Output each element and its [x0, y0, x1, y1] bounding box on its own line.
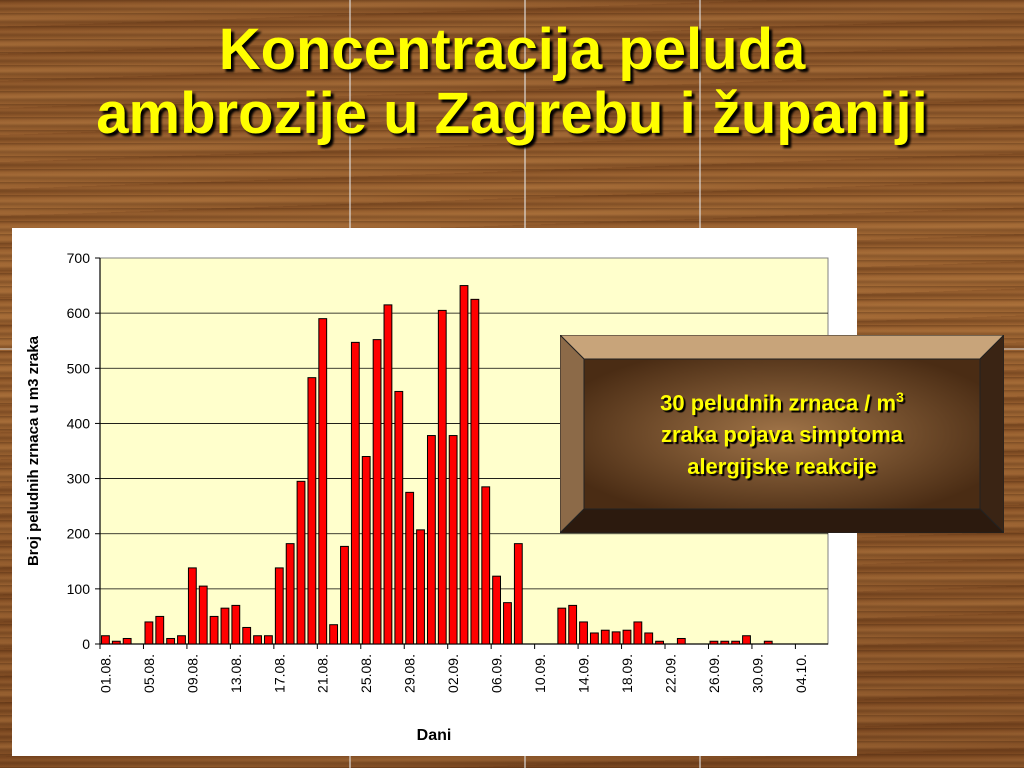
bar — [568, 604, 578, 645]
slide-title-line2: ambrozije u Zagrebu i županiji — [96, 81, 928, 146]
y-tick-label: 100 — [67, 581, 91, 597]
bar — [600, 629, 610, 645]
threshold-callout: 30 peludnih zrnaca / m3 zraka pojava sim… — [560, 335, 1004, 533]
callout-line2: zraka pojava simptoma — [660, 422, 904, 448]
bar — [318, 318, 328, 645]
bar — [198, 585, 208, 645]
bar — [285, 543, 295, 645]
y-tick-label: 600 — [67, 305, 91, 321]
bar — [329, 624, 339, 645]
x-tick-label: 14.09. — [576, 654, 592, 693]
bar — [481, 486, 491, 645]
slide-title: Koncentracija peluda ambrozije u Zagrebu… — [0, 18, 1024, 146]
y-tick-label: 300 — [67, 471, 91, 487]
bar — [383, 304, 393, 645]
bar — [340, 545, 349, 645]
callout-text: 30 peludnih zrnaca / m3 zraka pojava sim… — [584, 381, 980, 483]
bar — [350, 341, 360, 645]
callout-line1: 30 peludnih zrnaca / m3 — [584, 381, 980, 419]
bar — [307, 377, 317, 645]
bar — [155, 615, 165, 645]
bar — [437, 309, 447, 645]
bar — [166, 637, 176, 645]
bar — [492, 575, 502, 645]
bar-chart: 0 100 200 300 400 500 600 700 01.08. 05.08. 09.08.… — [25, 250, 829, 744]
x-tick-label: 09.08. — [184, 654, 200, 693]
bar — [274, 567, 284, 645]
bar — [513, 543, 523, 645]
x-tick-label: 29.08. — [402, 654, 418, 693]
bar — [253, 635, 262, 645]
bar — [731, 640, 741, 645]
bar — [742, 635, 751, 645]
bar — [503, 602, 512, 645]
x-tick-label: 04.10. — [793, 654, 809, 693]
y-tick-label: 0 — [82, 636, 90, 652]
bar — [361, 456, 371, 645]
x-tick-label: 17.08. — [271, 654, 287, 693]
x-tick-label: 13.08. — [228, 654, 244, 693]
bar — [763, 640, 773, 645]
bar — [405, 491, 415, 645]
bar — [470, 298, 480, 645]
x-tick-label: 25.08. — [358, 654, 374, 693]
bar — [676, 637, 686, 645]
bar — [644, 632, 654, 645]
bar — [122, 637, 132, 645]
callout-frame — [560, 335, 1004, 533]
x-tick-label: 18.09. — [619, 654, 635, 693]
x-tick-label: 02.09. — [445, 654, 461, 693]
y-tick-label: 400 — [67, 415, 91, 431]
bar — [720, 640, 730, 645]
bar — [220, 607, 230, 645]
bar — [589, 632, 599, 645]
x-tick-label: 21.08. — [315, 654, 331, 693]
bar — [231, 604, 241, 645]
x-tick-label: 05.08. — [141, 654, 157, 693]
bar — [416, 529, 425, 645]
y-tick-label: 500 — [67, 360, 91, 376]
x-tick-label: 01.08. — [97, 654, 113, 693]
x-tick-label: 10.09. — [532, 654, 548, 693]
bar — [557, 607, 567, 645]
bar — [622, 629, 632, 645]
bar — [394, 390, 404, 645]
bar — [144, 621, 154, 645]
bar — [426, 435, 436, 645]
y-tick-label: 200 — [67, 526, 91, 542]
bar — [111, 640, 121, 645]
bar — [372, 339, 382, 645]
callout-line3: alergijske reakcije — [687, 454, 877, 480]
bar — [242, 626, 252, 645]
bar — [633, 621, 643, 645]
slide-title-line1: Koncentracija peluda — [218, 17, 806, 82]
x-tick-label: 30.09. — [749, 654, 765, 693]
bar — [611, 631, 621, 645]
bar — [655, 640, 664, 645]
y-tick-label: 700 — [67, 250, 91, 266]
bar — [448, 435, 458, 645]
callout-superscript: 3 — [896, 389, 904, 405]
bar — [101, 635, 110, 645]
bar — [209, 615, 219, 645]
bar — [177, 635, 186, 645]
x-tick-label: 22.09. — [662, 654, 678, 693]
y-axis-title: Broj peludnih zrnaca u m3 zraka — [25, 335, 42, 566]
x-axis-title: Dani — [417, 727, 452, 744]
bar — [296, 480, 306, 645]
x-tick-label: 06.09. — [489, 654, 505, 693]
bar — [459, 285, 469, 645]
x-tick-label: 26.09. — [706, 654, 722, 693]
bar — [579, 621, 588, 645]
bar — [264, 635, 273, 645]
callout-line1-prefix: 30 peludnih zrnaca / m — [660, 390, 897, 416]
bar — [187, 567, 197, 645]
bar — [709, 640, 719, 645]
